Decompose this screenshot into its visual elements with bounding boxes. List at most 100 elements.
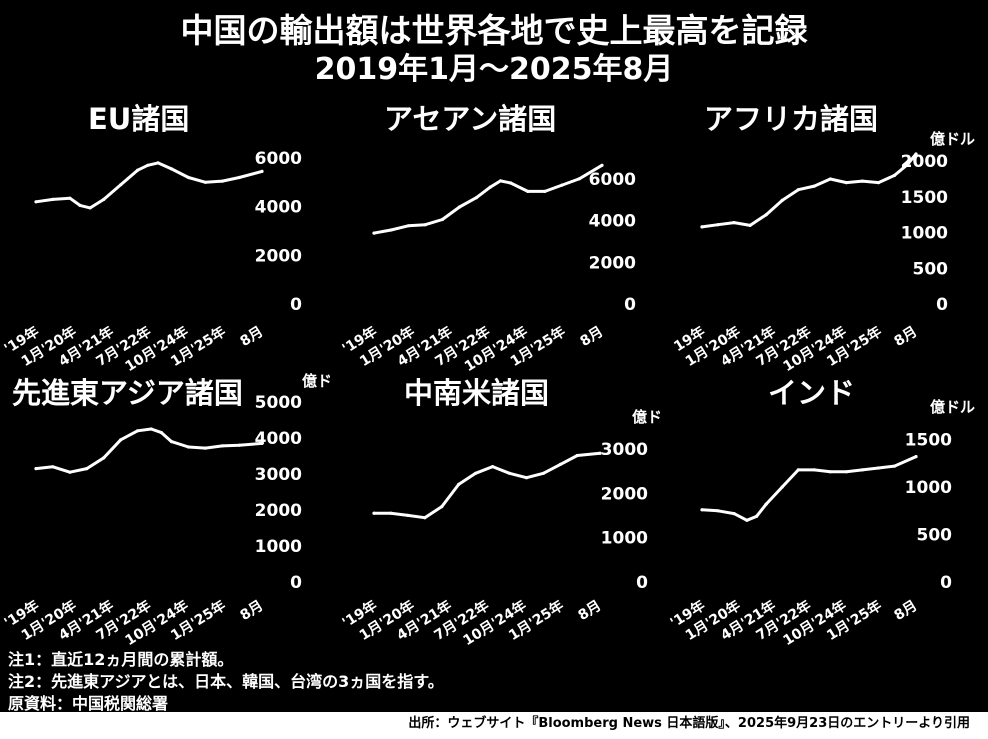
- data-point: [136, 429, 140, 433]
- data-point: [102, 197, 106, 201]
- data-point: [149, 427, 153, 431]
- data-point: [716, 223, 720, 227]
- y-tick-label: 0: [940, 573, 952, 593]
- data-point: [560, 183, 564, 187]
- chart-svg: 3000200010000億ドル'19年1月'20年4月'21年7月'22年10…: [339, 408, 660, 649]
- data-point: [844, 181, 848, 185]
- data-point: [440, 217, 444, 222]
- x-tick-label: 8月: [577, 324, 606, 350]
- data-point: [498, 179, 503, 183]
- y-tick-label: 2000: [589, 253, 636, 273]
- series-line: [372, 451, 602, 520]
- series-line: [700, 455, 918, 522]
- data-point: [34, 467, 38, 471]
- note-2: 注2：先進東アジアとは、日本、韓国、台湾の3ヵ国を指す。: [8, 672, 444, 691]
- data-point: [169, 440, 174, 444]
- x-tick-label: 8月: [891, 598, 920, 624]
- data-point: [543, 189, 547, 193]
- y-tick-label: 0: [936, 295, 948, 315]
- data-point: [876, 181, 881, 185]
- data-point: [812, 468, 816, 472]
- data-point: [78, 203, 82, 207]
- data-point: [260, 441, 264, 445]
- data-point: [812, 184, 816, 188]
- main-title: 中国の輸出額は世界各地で史上最高を記録: [180, 11, 808, 50]
- data-point: [700, 225, 704, 229]
- y-tick-label: 1000: [901, 224, 948, 244]
- chart-panel-india: インド 1500 1000 500 0 億ドル '19年 1月'20年 4月'21年 7月'22…: [658, 370, 988, 650]
- chart-panel-eu: EU諸国 6000 4000 2000 0'19年 1月'20年 4月'21年 7月'22年…: [0, 96, 330, 376]
- chart-title: 先進東アジア諸国: [12, 376, 243, 410]
- y-tick-label: 6000: [255, 149, 302, 169]
- y-tick-label: 2000: [255, 501, 302, 521]
- data-point: [119, 183, 123, 187]
- data-point: [598, 451, 602, 455]
- chart-panel-africa: アフリカ諸国 2000 1500 1000 500 0 億ドル 19年 1月'20年 4月'21…: [658, 96, 988, 376]
- data-point: [51, 465, 55, 469]
- y-unit-label: 億ドル: [930, 398, 975, 416]
- y-tick-label: 4000: [589, 212, 636, 232]
- main-subtitle: 2019年1月～2025年8月: [314, 52, 674, 87]
- data-point: [796, 468, 800, 472]
- data-point: [892, 173, 897, 177]
- series-line: [372, 163, 604, 235]
- data-point: [457, 205, 462, 209]
- chart-title: EU諸国: [88, 102, 190, 136]
- data-point: [796, 188, 800, 192]
- y-tick-label: 500: [917, 526, 953, 546]
- y-unit-label: 億ドル: [632, 408, 660, 426]
- y-unit-label: 億ドル: [302, 372, 330, 390]
- data-point: [780, 198, 784, 202]
- x-tick-label: 8月: [237, 598, 266, 624]
- data-point: [136, 168, 140, 172]
- data-point: [575, 453, 579, 458]
- chart-panel-latam: 中南米諸国 3000200010000億ドル'19年1月'20年4月'21年7月…: [330, 370, 660, 650]
- data-point: [372, 511, 376, 515]
- data-point: [828, 177, 832, 181]
- y-tick-label: 5000: [255, 393, 302, 413]
- y-tick-label: 0: [290, 295, 302, 315]
- data-point: [745, 518, 749, 522]
- y-unit-label: 億ドル: [930, 130, 975, 148]
- chart-title: アセアン諸国: [384, 102, 557, 136]
- data-point: [892, 464, 897, 468]
- data-point: [389, 511, 393, 515]
- chart-panel-asean: アセアン諸国 6000 4000 2000 0'19年 1月'20年 4月'21年 7月'2…: [330, 96, 660, 376]
- data-point: [146, 163, 150, 167]
- source-note: 原資料：中国税関総署: [8, 694, 169, 713]
- data-point: [203, 446, 207, 450]
- data-point: [237, 443, 241, 447]
- data-point: [524, 476, 529, 480]
- data-point: [474, 471, 478, 475]
- data-point: [406, 224, 410, 228]
- data-point: [102, 456, 106, 460]
- data-point: [156, 161, 160, 165]
- data-point: [119, 438, 123, 442]
- y-tick-label: 6000: [589, 170, 636, 190]
- data-point: [220, 179, 224, 183]
- chart-panel-east-asia: 先進東アジア諸国 500040003000200010000億ドル'19年1月'…: [0, 370, 330, 650]
- data-point: [732, 512, 736, 516]
- data-point: [186, 175, 191, 180]
- chart-svg: 6000400020000'19年1月'20年4月'21年7月'22年10月'2…: [339, 163, 636, 375]
- data-point: [764, 502, 768, 506]
- y-tick-label: 1000: [255, 537, 302, 557]
- data-point: [541, 471, 545, 475]
- data-point: [780, 485, 784, 489]
- data-point: [558, 462, 562, 466]
- y-tick-label: 2000: [601, 484, 648, 504]
- data-point: [732, 221, 736, 225]
- data-point: [577, 177, 581, 181]
- data-point: [905, 163, 909, 167]
- data-point: [764, 213, 768, 217]
- data-point: [159, 431, 163, 435]
- y-tick-label: 0: [290, 573, 302, 593]
- data-point: [860, 468, 864, 472]
- x-tick-label: 8月: [237, 324, 266, 350]
- data-point: [754, 514, 759, 518]
- data-point: [220, 444, 224, 448]
- y-tick-label: 3000: [255, 465, 302, 485]
- data-point: [457, 482, 461, 486]
- y-tick-label: 2000: [255, 246, 302, 266]
- data-point: [68, 470, 72, 474]
